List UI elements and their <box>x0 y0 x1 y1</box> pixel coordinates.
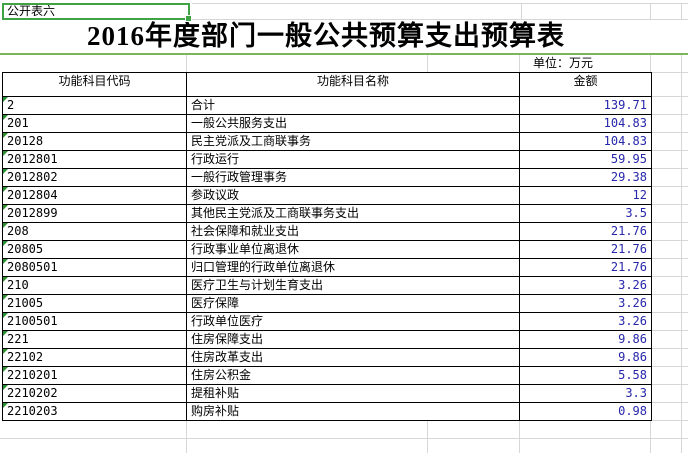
code-cell[interactable]: 2 <box>3 97 187 115</box>
amount-cell[interactable]: 3.5 <box>520 205 652 223</box>
name-cell[interactable]: 行政单位医疗 <box>187 313 520 331</box>
name-cell[interactable]: 其他民主党派及工商联事务支出 <box>187 205 520 223</box>
gridline <box>652 72 688 73</box>
gridline <box>652 186 688 187</box>
gridline <box>519 55 520 72</box>
code-cell[interactable]: 2210201 <box>3 367 187 385</box>
code-cell[interactable]: 208 <box>3 223 187 241</box>
gridline <box>681 3 682 20</box>
code-cell[interactable]: 20128 <box>3 133 187 151</box>
amount-cell[interactable]: 3.26 <box>520 277 652 295</box>
gridline <box>652 150 688 151</box>
page-break-line <box>0 53 688 55</box>
amount-cell[interactable]: 21.76 <box>520 259 652 277</box>
column-header-name[interactable]: 功能科目名称 <box>187 73 520 97</box>
code-cell[interactable]: 2012804 <box>3 187 187 205</box>
amount-cell[interactable]: 59.95 <box>520 151 652 169</box>
gridline <box>652 114 688 115</box>
gridline <box>652 420 688 421</box>
gridline <box>652 204 688 205</box>
amount-cell[interactable]: 0.98 <box>520 403 652 421</box>
gridline <box>652 96 688 97</box>
gridline <box>650 421 651 453</box>
gridline <box>652 366 688 367</box>
amount-cell[interactable]: 139.71 <box>520 97 652 115</box>
gridline <box>652 330 688 331</box>
gridline <box>519 421 520 453</box>
gridline <box>427 421 428 453</box>
name-cell[interactable]: 行政运行 <box>187 151 520 169</box>
gridline <box>652 240 688 241</box>
code-cell[interactable]: 2012802 <box>3 169 187 187</box>
code-cell[interactable]: 2210203 <box>3 403 187 421</box>
amount-cell[interactable]: 21.76 <box>520 241 652 259</box>
gridline <box>652 276 688 277</box>
gridline <box>681 55 682 72</box>
gridline <box>650 55 651 72</box>
code-cell[interactable]: 2012899 <box>3 205 187 223</box>
amount-cell[interactable]: 29.38 <box>520 169 652 187</box>
amount-cell[interactable]: 9.86 <box>520 331 652 349</box>
name-cell[interactable]: 参政议政 <box>187 187 520 205</box>
code-cell[interactable]: 2210202 <box>3 385 187 403</box>
code-cell[interactable]: 2012801 <box>3 151 187 169</box>
amount-cell[interactable]: 104.83 <box>520 115 652 133</box>
name-cell[interactable]: 医疗卫生与计划生育支出 <box>187 277 520 295</box>
gridline <box>652 132 688 133</box>
amount-cell[interactable]: 104.83 <box>520 133 652 151</box>
name-cell[interactable]: 一般行政管理事务 <box>187 169 520 187</box>
amount-cell[interactable]: 3.26 <box>520 295 652 313</box>
gridline <box>652 222 688 223</box>
column-header-amount[interactable]: 金额 <box>520 73 652 97</box>
name-cell[interactable]: 提租补贴 <box>187 385 520 403</box>
code-cell[interactable]: 221 <box>3 331 187 349</box>
code-cell[interactable]: 21005 <box>3 295 187 313</box>
amount-cell[interactable]: 12 <box>520 187 652 205</box>
name-cell[interactable]: 住房保障支出 <box>187 331 520 349</box>
code-cell[interactable]: 201 <box>3 115 187 133</box>
gridline <box>652 402 688 403</box>
amount-cell[interactable]: 3.3 <box>520 385 652 403</box>
amount-cell[interactable]: 3.26 <box>520 313 652 331</box>
name-cell[interactable]: 购房补贴 <box>187 403 520 421</box>
code-cell[interactable]: 22102 <box>3 349 187 367</box>
gridline <box>186 55 187 72</box>
amount-cell[interactable]: 9.86 <box>520 349 652 367</box>
gridline <box>192 19 688 20</box>
name-cell[interactable]: 住房公积金 <box>187 367 520 385</box>
name-cell[interactable]: 民主党派及工商联事务 <box>187 133 520 151</box>
gridline <box>652 168 688 169</box>
name-cell[interactable]: 行政事业单位离退休 <box>187 241 520 259</box>
gridline <box>652 384 688 385</box>
code-cell[interactable]: 20805 <box>3 241 187 259</box>
gridline <box>681 72 682 453</box>
gridline <box>192 3 688 4</box>
gridline <box>652 312 688 313</box>
budget-table: 功能科目代码 功能科目名称 金额 2 合计 139.71 201 一般公共服务支出 104… <box>2 72 652 421</box>
code-cell[interactable]: 2100501 <box>3 313 187 331</box>
page-title[interactable]: 2016年度部门一般公共预算支出预算表 <box>0 20 652 53</box>
active-cell-corner-label[interactable]: 公开表六 <box>2 3 192 22</box>
gridline <box>186 421 187 453</box>
name-cell[interactable]: 医疗保障 <box>187 295 520 313</box>
name-cell[interactable]: 社会保障和就业支出 <box>187 223 520 241</box>
name-cell[interactable]: 合计 <box>187 97 520 115</box>
unit-label[interactable]: 单位：万元 <box>533 56 594 70</box>
column-header-code[interactable]: 功能科目代码 <box>3 73 187 97</box>
name-cell[interactable]: 一般公共服务支出 <box>187 115 520 133</box>
name-cell[interactable]: 住房改革支出 <box>187 349 520 367</box>
gridline <box>0 438 688 439</box>
amount-cell[interactable]: 5.58 <box>520 367 652 385</box>
code-cell[interactable]: 2080501 <box>3 259 187 277</box>
gridline <box>652 258 688 259</box>
gridline <box>427 55 428 72</box>
gridline <box>652 348 688 349</box>
gridline <box>652 294 688 295</box>
name-cell[interactable]: 归口管理的行政单位离退休 <box>187 259 520 277</box>
gridline <box>521 3 522 20</box>
amount-cell[interactable]: 21.76 <box>520 223 652 241</box>
code-cell[interactable]: 210 <box>3 277 187 295</box>
gridline <box>650 3 651 20</box>
